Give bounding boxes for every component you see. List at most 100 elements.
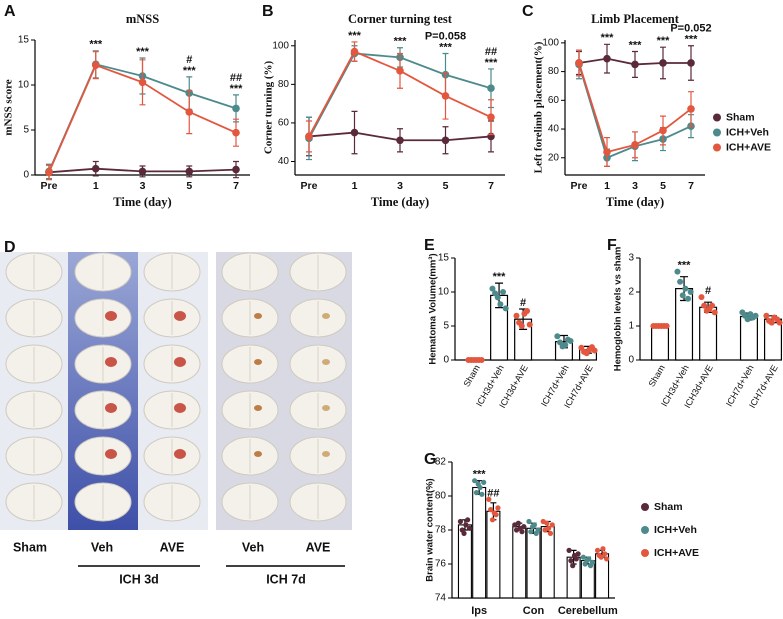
data-point (185, 167, 194, 176)
significance-label: *** (657, 35, 671, 47)
data-point (45, 168, 53, 177)
data-point (589, 559, 595, 565)
x-tick-label: 7 (233, 180, 239, 192)
panel-letter: E (424, 237, 435, 254)
data-point (586, 556, 592, 562)
legend-label: Sham (726, 111, 755, 123)
data-point (396, 67, 404, 75)
significance-label: *** (348, 30, 362, 42)
bar (739, 315, 758, 361)
data-point (659, 126, 667, 135)
data-point (554, 333, 561, 340)
data-point (598, 554, 604, 560)
data-point (463, 522, 469, 528)
data-point (519, 529, 525, 535)
y-axis-label: Hematoma Volume(mm³) (428, 253, 439, 364)
y-tick-label: 60 (278, 118, 290, 129)
data-point (594, 547, 601, 554)
significance-label: *** (485, 57, 499, 69)
group-label: ICH 3d (119, 572, 159, 586)
significance-label: *** (493, 271, 507, 283)
data-point (481, 479, 487, 485)
y-tick-label: 5 (443, 321, 449, 332)
data-point (631, 141, 639, 149)
data-point (659, 59, 667, 67)
y-axis-label: Corner turning (%) (263, 61, 275, 155)
lesion (322, 451, 330, 457)
data-point (466, 525, 473, 531)
legend-marker (713, 128, 721, 137)
significance-label: *** (230, 83, 244, 95)
data-point (575, 551, 581, 557)
data-point (526, 518, 532, 525)
lesion (322, 405, 330, 411)
y-tick-label: 5 (23, 125, 29, 136)
data-point (91, 61, 100, 69)
data-point (687, 289, 694, 295)
legend-label: ICH+AVE (726, 141, 771, 153)
x-tick-label: Sham (646, 363, 666, 388)
x-tick-label: 1 (93, 180, 99, 192)
data-point (441, 92, 450, 100)
significance-label: *** (601, 32, 615, 44)
bar (526, 527, 541, 599)
data-point (232, 104, 240, 113)
data-point (744, 316, 751, 323)
y-tick-label: 2 (628, 287, 634, 298)
data-point (502, 305, 509, 312)
x-tick-label: 1 (604, 180, 610, 192)
panel-letter: A (4, 3, 16, 20)
y-axis-label: Brain water content(%) (425, 478, 436, 581)
data-point (465, 517, 471, 523)
data-point (603, 54, 611, 63)
data-point (544, 520, 550, 526)
lesion (254, 313, 262, 319)
y-tick-label: 15 (18, 35, 30, 46)
data-point (185, 108, 194, 116)
bar (651, 325, 670, 361)
panel-letter: G (424, 451, 436, 468)
data-point (631, 60, 639, 69)
x-tick-label: 3 (397, 180, 403, 192)
y-tick-label: 0 (443, 355, 449, 366)
data-point (674, 268, 681, 275)
y-tick-label: 0 (628, 355, 634, 366)
data-point (768, 319, 775, 326)
x-tick-label: Con (523, 605, 545, 617)
legend-label: Sham (654, 501, 683, 513)
x-tick-label: Ips (471, 605, 487, 617)
data-point (535, 527, 541, 533)
data-point (441, 136, 450, 145)
y-tick-label: 82 (435, 457, 447, 468)
data-point (603, 556, 610, 562)
y-tick-label: 40 (278, 156, 290, 167)
x-tick-label: 7 (488, 180, 494, 192)
lesion (105, 403, 117, 413)
data-point (138, 167, 147, 176)
lesion (174, 357, 186, 367)
significance-label: # (186, 54, 192, 66)
legend-marker (641, 526, 649, 534)
data-point (518, 323, 525, 329)
data-point (679, 292, 686, 299)
data-point (524, 308, 531, 315)
lesion (254, 359, 262, 365)
lesion (105, 311, 117, 321)
y-axis-label: mNSS score (3, 79, 15, 135)
bar (457, 524, 472, 599)
data-point (396, 136, 404, 145)
data-point (570, 563, 576, 569)
legend-marker (641, 549, 649, 557)
y-tick-label: 1 (628, 321, 634, 332)
data-point (486, 496, 492, 502)
data-point (575, 59, 583, 67)
data-point (549, 522, 555, 528)
lesion (174, 449, 186, 459)
x-tick-label: 3 (140, 180, 146, 192)
x-tick-label: Pre (571, 180, 588, 192)
data-point (573, 556, 579, 562)
photo-right-bg (216, 252, 352, 530)
y-tick-label: 80 (278, 79, 290, 90)
lesion (174, 403, 186, 413)
x-axis-label: Time (day) (371, 195, 429, 209)
